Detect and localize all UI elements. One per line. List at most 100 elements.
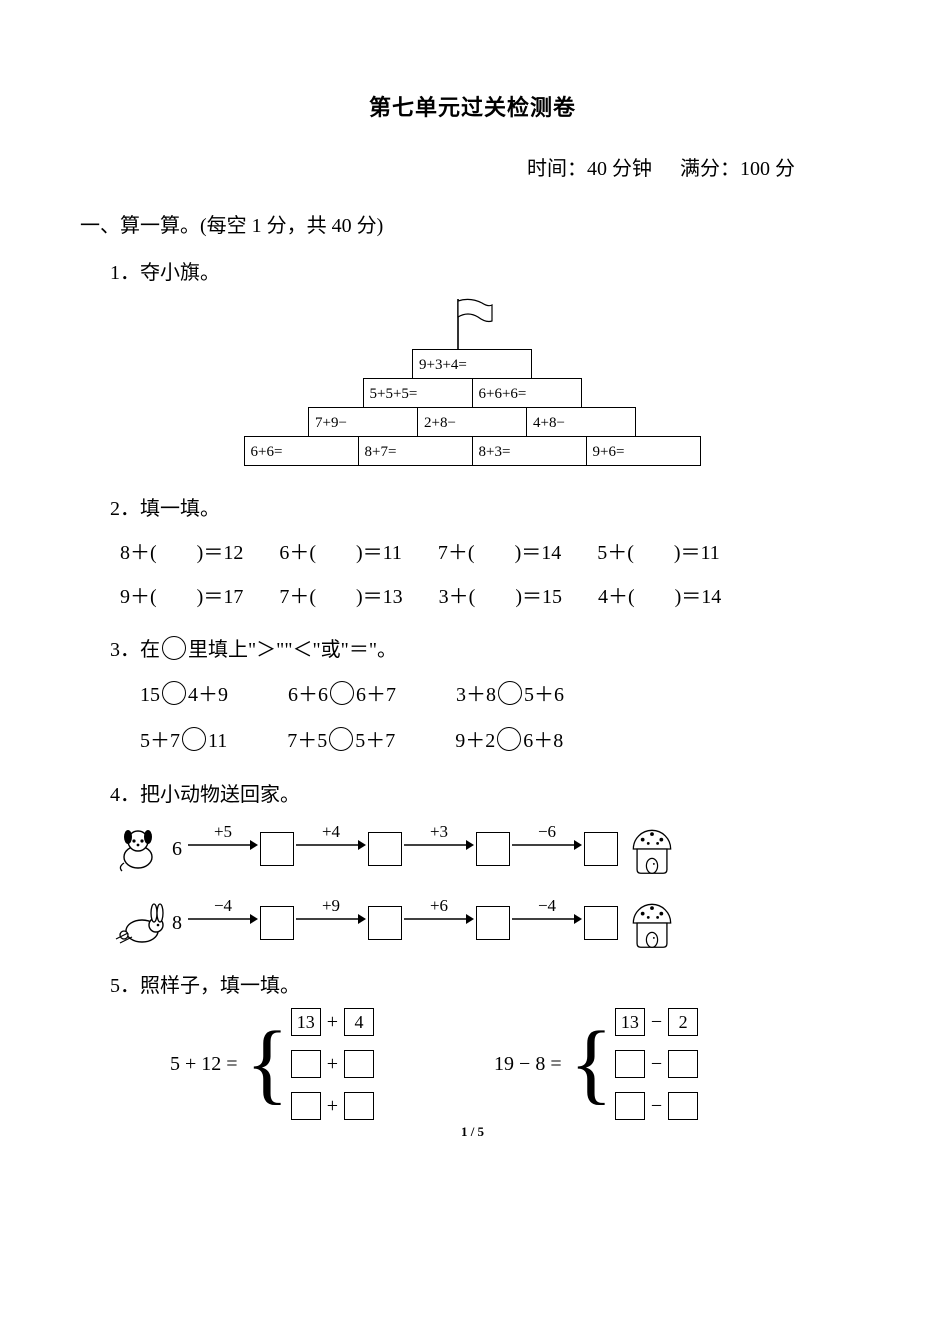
- small-box[interactable]: [615, 1050, 645, 1078]
- q4-area: 6 +5 +4 +3 −6 8 −4 +9 +6 −4: [110, 821, 835, 951]
- q3-area: 154＋9 6＋66＋7 3＋85＋6 5＋711 7＋55＋7 9＋26＋8: [140, 672, 835, 764]
- comparison-item[interactable]: 6＋66＋7: [288, 672, 396, 718]
- op-label: +5: [188, 822, 258, 842]
- circle-blank[interactable]: [497, 727, 521, 751]
- pyramid: 9+3+4=5+5+5=6+6+6= 7+9−2+8−4+8− 6+6=8+7=8+…: [243, 295, 703, 466]
- op-label: +9: [296, 896, 366, 916]
- circle-blank[interactable]: [498, 681, 522, 705]
- fill-blank-item[interactable]: 9＋( )＝17: [120, 575, 243, 619]
- arrow-icon: −4: [188, 912, 258, 934]
- small-box[interactable]: 2: [668, 1008, 698, 1036]
- circle-blank[interactable]: [162, 681, 186, 705]
- op-label: +6: [404, 896, 474, 916]
- fill-blank-item[interactable]: 8＋( )＝12: [120, 531, 243, 575]
- small-box[interactable]: [291, 1092, 321, 1120]
- brace-icon: {: [246, 1019, 289, 1109]
- small-box[interactable]: [615, 1092, 645, 1120]
- score-label: 满分：: [680, 158, 740, 180]
- answer-box[interactable]: [476, 906, 510, 940]
- answer-box[interactable]: [476, 832, 510, 866]
- answer-box[interactable]: [260, 832, 294, 866]
- answer-box[interactable]: [584, 832, 618, 866]
- answer-box[interactable]: [368, 832, 402, 866]
- operator: −: [651, 1011, 662, 1034]
- brace-icon: {: [570, 1019, 613, 1109]
- arrow-icon: −6: [512, 838, 582, 860]
- pyramid-cell[interactable]: 9+6=: [586, 436, 701, 466]
- circle-blank[interactable]: [329, 727, 353, 751]
- circle-blank[interactable]: [182, 727, 206, 751]
- fill-blank-item[interactable]: 4＋( )＝14: [598, 575, 721, 619]
- arrow-icon: +5: [188, 838, 258, 860]
- fill-blank-item[interactable]: 3＋( )＝15: [439, 575, 562, 619]
- score-value: 100 分: [740, 158, 795, 180]
- chain-start: 6: [172, 838, 182, 861]
- op-label: +4: [296, 822, 366, 842]
- equation-left: 19 − 8 =: [494, 1053, 562, 1076]
- time-label: 时间：: [527, 158, 587, 180]
- circle-icon: [162, 636, 186, 660]
- small-box[interactable]: [668, 1050, 698, 1078]
- fill-blank-item[interactable]: 6＋( )＝11: [279, 531, 402, 575]
- operator: −: [651, 1053, 662, 1076]
- operator: +: [327, 1053, 338, 1076]
- pyramid-cell[interactable]: 8+3=: [472, 436, 587, 466]
- q1-label: 1．夺小旗。: [110, 256, 835, 285]
- pyramid-cell[interactable]: 8+7=: [358, 436, 473, 466]
- flag-icon: [243, 295, 703, 351]
- arrow-icon: +9: [296, 912, 366, 934]
- fill-blank-item[interactable]: 7＋( )＝14: [438, 531, 561, 575]
- rabbit-icon: [110, 895, 166, 951]
- arrow-icon: +6: [404, 912, 474, 934]
- op-label: +3: [404, 822, 474, 842]
- q5-label: 5．照样子，填一填。: [110, 969, 835, 998]
- comparison-item[interactable]: 9＋26＋8: [455, 718, 563, 764]
- mushroom-house-icon: [624, 895, 680, 951]
- pyramid-cell[interactable]: 5+5+5=: [363, 378, 473, 408]
- pyramid-cell[interactable]: 6+6+6=: [472, 378, 582, 408]
- comparison-item[interactable]: 7＋55＋7: [287, 718, 395, 764]
- comparison-item[interactable]: 3＋85＋6: [456, 672, 564, 718]
- pyramid-cell[interactable]: 9+3+4=: [412, 349, 532, 379]
- operator: +: [327, 1095, 338, 1118]
- small-box[interactable]: [344, 1092, 374, 1120]
- operator: −: [651, 1095, 662, 1118]
- arrow-icon: +4: [296, 838, 366, 860]
- page-title: 第七单元过关检测卷: [110, 90, 835, 122]
- answer-box[interactable]: [260, 906, 294, 940]
- operator: +: [327, 1011, 338, 1034]
- q2-label: 2．填一填。: [110, 492, 835, 521]
- chain-start: 8: [172, 912, 182, 935]
- pyramid-cell[interactable]: 2+8−: [417, 407, 527, 437]
- pyramid-cell[interactable]: 7+9−: [308, 407, 418, 437]
- fill-blank-item[interactable]: 5＋( )＝11: [597, 531, 720, 575]
- arrow-icon: −4: [512, 912, 582, 934]
- arrow-icon: +3: [404, 838, 474, 860]
- comparison-item[interactable]: 154＋9: [140, 672, 228, 718]
- equation-left: 5 + 12 =: [170, 1053, 238, 1076]
- small-box[interactable]: 4: [344, 1008, 374, 1036]
- page-number: 1 / 5: [0, 1124, 945, 1140]
- small-box[interactable]: [668, 1092, 698, 1120]
- small-box[interactable]: 13: [291, 1008, 321, 1036]
- pyramid-cell[interactable]: 4+8−: [526, 407, 636, 437]
- small-box[interactable]: [291, 1050, 321, 1078]
- circle-blank[interactable]: [330, 681, 354, 705]
- answer-box[interactable]: [584, 906, 618, 940]
- section-heading: 一、算一算。(每空 1 分，共 40 分): [80, 209, 835, 238]
- q5-area: 5 + 12 ={13+4++19 − 8 ={13−2−−: [170, 1008, 835, 1120]
- op-label: −4: [188, 896, 258, 916]
- comparison-item[interactable]: 5＋711: [140, 718, 227, 764]
- small-box[interactable]: 13: [615, 1008, 645, 1036]
- op-label: −6: [512, 822, 582, 842]
- time-value: 40 分钟: [587, 158, 652, 180]
- q2-area: 8＋( )＝12 6＋( )＝11 7＋( )＝14 5＋( )＝11 9＋( )＝17…: [120, 531, 835, 619]
- op-label: −4: [512, 896, 582, 916]
- q3-label: 3．在里填上"＞""＜"或"＝"。: [110, 633, 835, 662]
- q4-label: 4．把小动物送回家。: [110, 778, 835, 807]
- fill-blank-item[interactable]: 7＋( )＝13: [279, 575, 402, 619]
- meta-line: 时间：40 分钟 满分：100 分: [110, 152, 795, 181]
- small-box[interactable]: [344, 1050, 374, 1078]
- answer-box[interactable]: [368, 906, 402, 940]
- pyramid-cell[interactable]: 6+6=: [244, 436, 359, 466]
